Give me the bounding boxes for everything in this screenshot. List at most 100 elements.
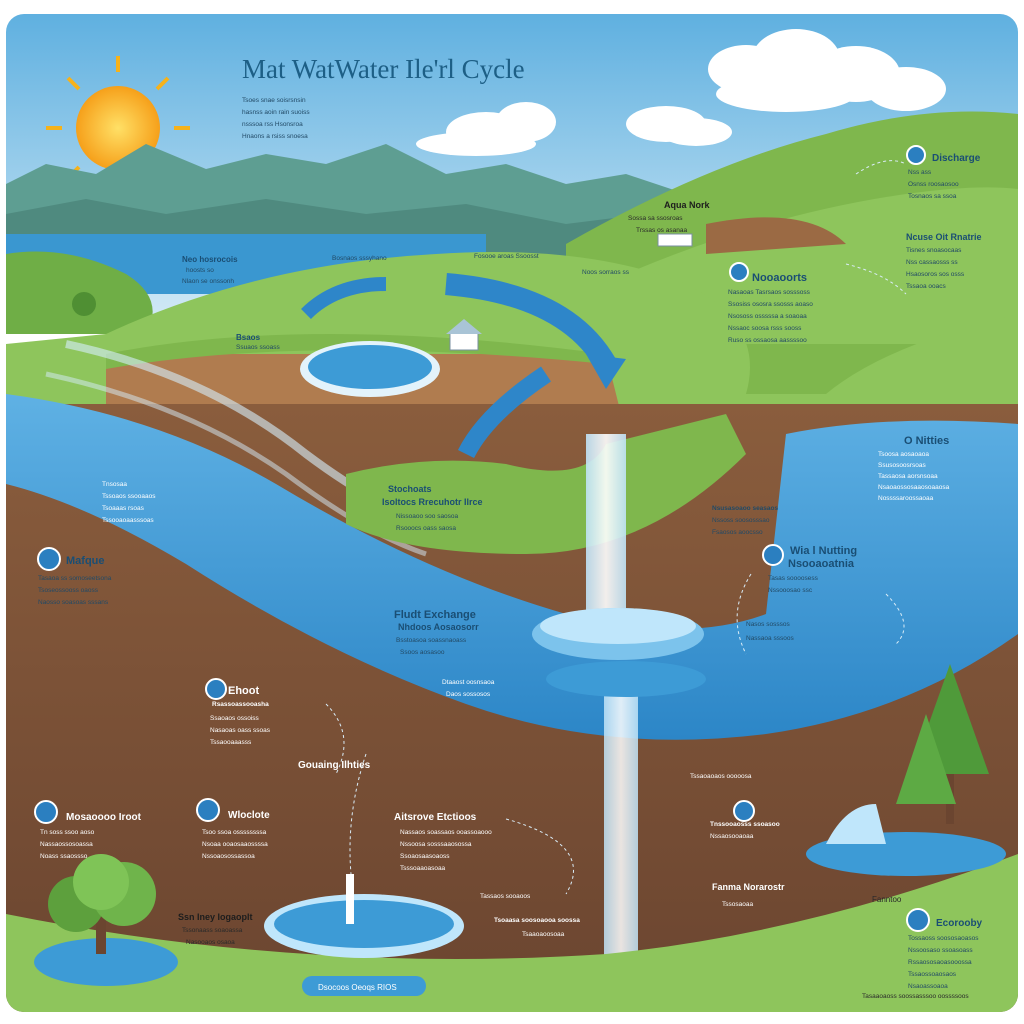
svg-text:Rsooocs oass saosa: Rsooocs oass saosa <box>396 525 456 532</box>
label-fanma: Fanma Norarostr Tssosaoaa <box>712 882 785 908</box>
hills <box>626 187 1018 344</box>
svg-text:Nsaoaossosaaosoaaosa: Nsaoaossosaaosoaaosa <box>878 484 950 491</box>
svg-text:Bsaos: Bsaos <box>236 333 261 342</box>
label-center-top: Fosooe aroas Ssoosst <box>474 253 539 260</box>
svg-text:Tssaossoaosaos: Tssaossoaosaos <box>908 971 957 978</box>
svg-text:Nasaoas oass ssoas: Nasaoas oass ssoas <box>210 727 271 734</box>
tree-icon <box>896 664 989 824</box>
svg-text:Neo hosrocois: Neo hosrocois <box>182 255 238 264</box>
svg-text:Mosaoooo Iroot: Mosaoooo Iroot <box>66 812 142 823</box>
svg-text:Nss cassaosss ss: Nss cassaosss ss <box>906 259 958 266</box>
svg-text:Ssuaos ssoass: Ssuaos ssoass <box>236 344 280 351</box>
svg-text:Ncuse Oit Rnatrie: Ncuse Oit Rnatrie <box>906 232 982 242</box>
arrow-icon <box>457 366 551 459</box>
svg-text:Nsososs osssssa a soaoaa: Nsososs osssssa a soaoaa <box>728 313 807 320</box>
svg-text:Fludt Exchange: Fludt Exchange <box>394 609 476 621</box>
svg-text:Ehoot: Ehoot <box>228 685 259 697</box>
water-drop-icon <box>906 145 926 165</box>
svg-text:Tasaoa ss somoseetsona: Tasaoa ss somoseetsona <box>38 575 112 582</box>
cloud-icon <box>416 102 556 156</box>
label-pipe: Tassaos sooaoos Tsoaasa soosoaooa soossa… <box>480 893 580 938</box>
svg-text:Nsaoassoaoa: Nsaoassoaoa <box>908 983 948 990</box>
svg-text:Ecorooby: Ecorooby <box>936 918 983 929</box>
bottom-bar: Dsocoos Oeoqs RIOS <box>302 976 426 996</box>
svg-text:Nlaon se onssonh: Nlaon se onssonh <box>182 278 234 285</box>
svg-text:Tsoaaas rsoas: Tsoaaas rsoas <box>102 505 145 512</box>
svg-text:Noass ssaossso: Noass ssaossso <box>40 853 88 860</box>
label-aqua-work: Aqua Nork Sossa sa ssosroas Trssas os as… <box>628 200 711 234</box>
svg-text:Aqua Nork: Aqua Nork <box>664 200 711 210</box>
svg-text:Nss ass: Nss ass <box>908 169 932 176</box>
label-discharge: Discharge Nss ass Osnss roosaosoo Tosnao… <box>908 153 981 200</box>
svg-text:Nhdoos Aosaosorr: Nhdoos Aosaosorr <box>398 622 479 632</box>
svg-text:Tassaosa aorsnsoaa: Tassaosa aorsnsoaa <box>878 473 938 480</box>
svg-text:Dtaaost oosnsaoa: Dtaaost oosnsaoa <box>442 679 495 686</box>
svg-text:Tsoes snae soisrsnsin: Tsoes snae soisrsnsin <box>242 97 306 104</box>
svg-text:Fsaosos aoocsso: Fsaosos aoocsso <box>712 529 763 536</box>
water-cycle-diagram: Mat WatWater Ile'rl Cycle Tsoes snae soi… <box>6 14 1018 1012</box>
label-top-left-intro: Tsoes snae soisrsnsin hasnss aoin rain s… <box>242 97 310 140</box>
tree-icon <box>72 292 96 316</box>
svg-text:Tsoo ssoa ossssssssa: Tsoo ssoa ossssssssa <box>202 829 267 836</box>
svg-text:Nssaoc soosa rsss sooss: Nssaoc soosa rsss sooss <box>728 325 802 332</box>
label-noussaoaa: Nsusasoaoo seasaos Nssoss soososssao Fsa… <box>712 505 779 536</box>
svg-text:Bsstoasoa soassnaoass: Bsstoasoa soassnaoass <box>396 637 467 644</box>
svg-text:Ssoaosaasoaoss: Ssoaosaasoaoss <box>400 853 450 860</box>
svg-text:hoosts so: hoosts so <box>186 267 214 274</box>
svg-text:Discharge: Discharge <box>932 153 981 164</box>
label-hills-left: Neo hosrocois hoosts so Nlaon se onssonh <box>182 255 238 285</box>
svg-text:Tssonaass soaoassa: Tssonaass soaoassa <box>182 927 243 934</box>
label-fanntoo: Fanntoo <box>872 895 902 904</box>
svg-text:Nsooaoatnia: Nsooaoatnia <box>788 558 855 570</box>
rock <box>826 804 886 844</box>
water-drop-icon <box>34 800 58 824</box>
hills <box>6 251 153 334</box>
svg-text:Tnsosaa: Tnsosaa <box>102 481 127 488</box>
water-drop-icon <box>733 800 755 822</box>
svg-text:Tsoaasa soosoaooa soossa: Tsoaasa soosoaooa soossa <box>494 917 580 924</box>
svg-text:Ssn Iney Iogaoplt: Ssn Iney Iogaoplt <box>178 912 253 922</box>
svg-text:Ruso ss ossaosa aassssoo: Ruso ss ossaosa aassssoo <box>728 337 807 344</box>
water-drop-icon <box>196 798 220 822</box>
svg-text:Tssoaos ssooaaos: Tssoaos ssooaaos <box>102 493 156 500</box>
svg-text:Hsaosoros sos osss: Hsaosoros sos osss <box>906 271 965 278</box>
svg-text:Ssoos aosasoo: Ssoos aosasoo <box>400 649 445 656</box>
svg-text:Aitsrove Etctioos: Aitsrove Etctioos <box>394 812 477 823</box>
label-monarcorlt: Mosaoooo Iroot Tn soss ssoo aoso Nassaos… <box>40 812 142 860</box>
svg-text:Nassaoa sssoos: Nassaoa sssoos <box>746 635 794 642</box>
waterfall <box>604 694 638 984</box>
svg-text:Nssoosa sosssaaosossa: Nssoosa sosssaaosossa <box>400 841 472 848</box>
arrow-icon <box>445 273 616 370</box>
svg-text:Nsoaa ooaosaaossssa: Nsoaa ooaosaaossssa <box>202 841 268 848</box>
water-drop-icon <box>906 908 930 932</box>
svg-text:Tassaos sooaoos: Tassaos sooaoos <box>480 893 531 900</box>
label-mafque: Mafque Tasaoa ss somoseetsona Tsoseossoo… <box>38 555 112 606</box>
label-right-ground: Tnssooaosss ssoasoo Nssaosooaoaa <box>710 821 780 840</box>
house-icon <box>657 233 693 247</box>
svg-text:Tssooaoaasssoas: Tssooaoaasssoas <box>102 517 154 524</box>
label-ecorooby: Ecorooby Tossaoss soososaoasos Nssoosaso… <box>908 918 983 990</box>
cloud-icon <box>626 106 732 146</box>
svg-text:Tnssooaosss ssoasoo: Tnssooaosss ssoasoo <box>710 821 780 828</box>
label-left-tiny: Tnsosaa Tssoaos ssooaaos Tsoaaas rsoas T… <box>102 481 156 524</box>
svg-text:Rsassoassooasha: Rsassoassooasha <box>212 701 269 708</box>
plateau-edge <box>106 334 606 369</box>
svg-text:Nissoaoo soo saosoa: Nissoaoo soo saosoa <box>396 513 459 520</box>
ground <box>6 854 1018 1012</box>
label-wloclote: Wloclote Tsoo ssoa ossssssssa Nsoaa ooao… <box>202 810 270 860</box>
reservoir-water <box>308 345 432 389</box>
svg-text:Wia l Nutting: Wia l Nutting <box>790 545 857 557</box>
cascade-basin <box>540 608 696 644</box>
svg-text:Trssas os asanaa: Trssas os asanaa <box>636 227 687 234</box>
label-fludt-exchange: Fludt Exchange Nhdoos Aosaosorr Bsstoaso… <box>394 609 495 698</box>
svg-text:Tsssoaaoasoaa: Tsssoaaoasoaa <box>400 865 446 872</box>
label-reservoir: Bsaos Ssuaos ssoass <box>236 333 280 351</box>
svg-text:Nasos sosssos: Nasos sosssos <box>746 621 790 628</box>
cascade-basin <box>546 661 706 697</box>
label-nature-ret: Ncuse Oit Rnatrie Tisnes snoasocaas Nss … <box>906 232 982 290</box>
label-aitstrove: Aitsrove Etctioos Nassaos soassaos ooass… <box>394 812 492 872</box>
soil-cliff <box>706 217 846 254</box>
label-stochoats: Stochoats Isoltocs Rrecuhotr Ilrce Nisso… <box>382 484 483 532</box>
infographic-frame: Mat WatWater Ile'rl Cycle Tsoes snae soi… <box>6 14 1018 1012</box>
svg-text:Nssaosooaoaa: Nssaosooaoaa <box>710 833 754 840</box>
